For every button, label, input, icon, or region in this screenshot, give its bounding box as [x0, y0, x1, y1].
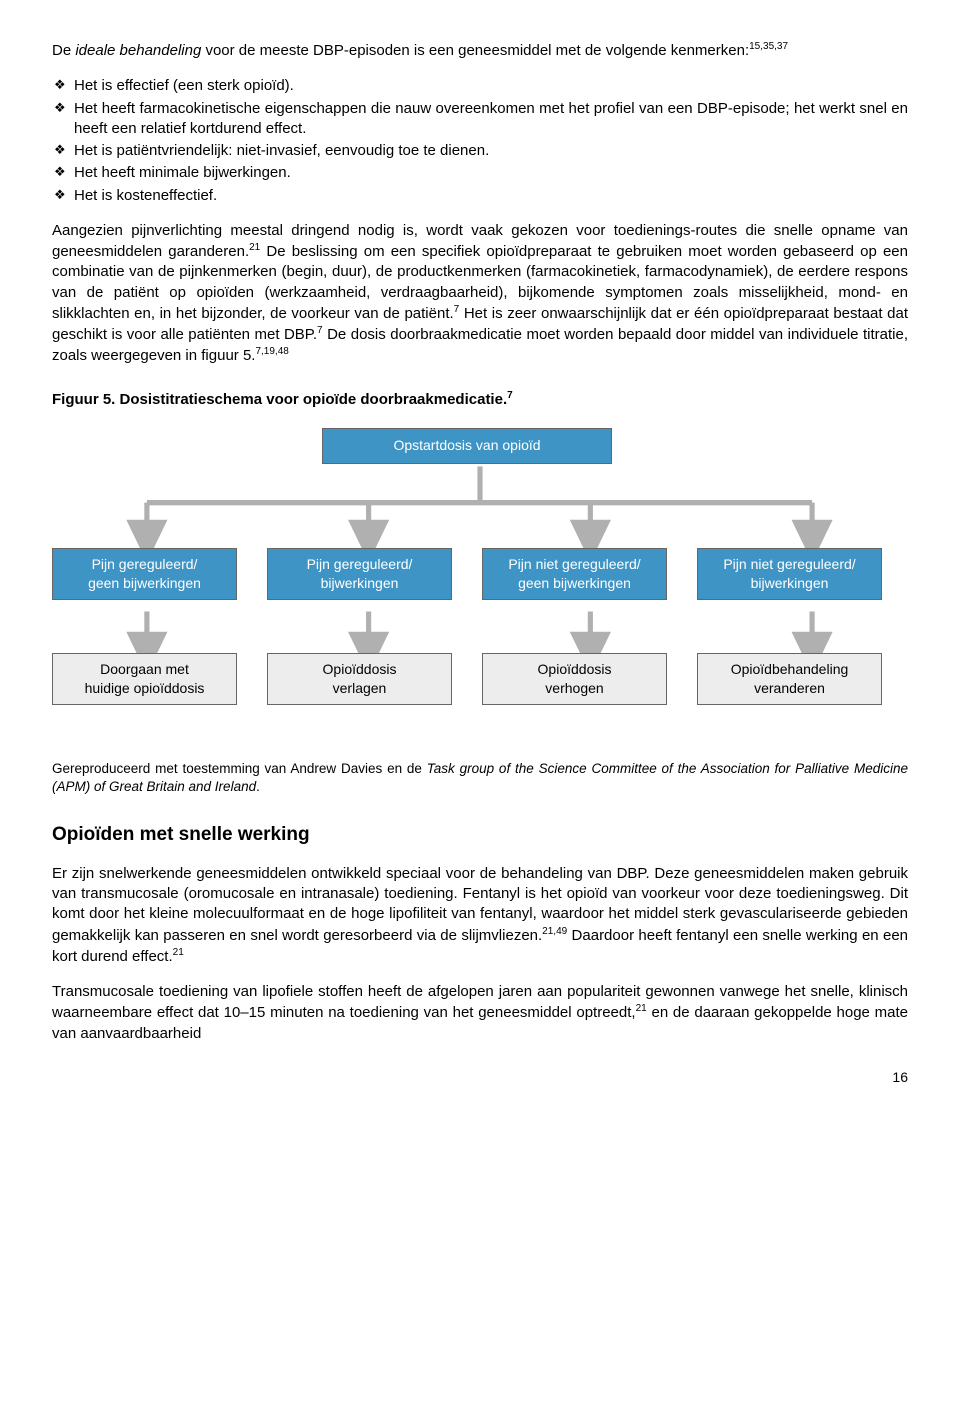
bullet-item: Het is kosteneffectief. [52, 186, 908, 206]
body-paragraph: Aangezien pijnverlichting meestal dringe… [52, 221, 908, 367]
flowchart-node-m1: Pijn gereguleerd/geen bijwerkingen [52, 548, 237, 600]
flowchart-node-top: Opstartdosis van opioïd [322, 428, 612, 464]
bullet-item: Het heeft minimale bijwerkingen. [52, 163, 908, 183]
bullet-item: Het is patiëntvriendelijk: niet-invasief… [52, 141, 908, 161]
flowchart-node-m2: Pijn gereguleerd/bijwerkingen [267, 548, 452, 600]
flowchart-node-b1: Doorgaan methuidige opioïddosis [52, 653, 237, 705]
page-number: 16 [52, 1068, 908, 1087]
bullet-item: Het heeft farmacokinetische eigenschappe… [52, 99, 908, 140]
flowchart-node-b3: Opioïddosisverhogen [482, 653, 667, 705]
figure-title-sup: 7 [507, 390, 513, 401]
intro-italic: ideale behandeling [75, 42, 201, 59]
figure-title-text: Figuur 5. Dosistitratieschema voor opioï… [52, 391, 507, 408]
caption-post: . [256, 779, 260, 794]
body-paragraph: Er zijn snelwerkende geneesmiddelen ontw… [52, 864, 908, 967]
flowchart-node-m4: Pijn niet gereguleerd/bijwerkingen [697, 548, 882, 600]
bullet-list: Het is effectief (een sterk opioïd). Het… [52, 76, 908, 206]
intro-sup: 15,35,37 [749, 41, 788, 52]
bullet-item: Het is effectief (een sterk opioïd). [52, 76, 908, 96]
intro-paragraph: De ideale behandeling voor de meeste DBP… [52, 40, 908, 61]
flowchart: Opstartdosis van opioïd Pijn gereguleerd/… [52, 428, 908, 748]
figure-title: Figuur 5. Dosistitratieschema voor opioï… [52, 389, 908, 410]
flowchart-node-b4: Opioïdbehandelingveranderen [697, 653, 882, 705]
intro-post: voor de meeste DBP-episoden is een genee… [201, 42, 749, 59]
intro-pre: De [52, 42, 75, 59]
figure-caption: Gereproduceerd met toestemming van Andre… [52, 760, 908, 796]
section-heading: Opioïden met snelle werking [52, 822, 908, 848]
body-paragraph: Transmucosale toediening van lipofiele s… [52, 982, 908, 1044]
flowchart-node-b2: Opioïddosisverlagen [267, 653, 452, 705]
caption-pre: Gereproduceerd met toestemming van Andre… [52, 761, 427, 776]
flowchart-node-m3: Pijn niet gereguleerd/geen bijwerkingen [482, 548, 667, 600]
